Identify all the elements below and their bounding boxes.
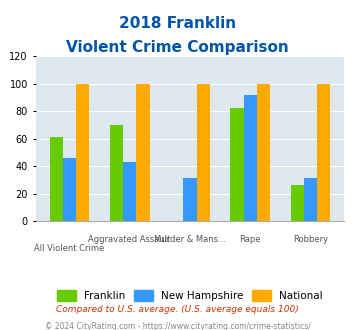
Bar [230, 108, 244, 221]
Bar [183, 179, 197, 221]
Text: Robbery: Robbery [293, 235, 328, 244]
Text: © 2024 CityRating.com - https://www.cityrating.com/crime-statistics/: © 2024 CityRating.com - https://www.city… [45, 322, 310, 330]
Bar [197, 83, 210, 221]
Text: 2018 Franklin: 2018 Franklin [119, 16, 236, 31]
Text: Violent Crime Comparison: Violent Crime Comparison [66, 40, 289, 54]
Text: Compared to U.S. average. (U.S. average equals 100): Compared to U.S. average. (U.S. average … [56, 305, 299, 314]
Bar [304, 179, 317, 221]
Bar [290, 185, 304, 221]
Bar [317, 83, 330, 221]
Bar [136, 83, 149, 221]
Legend: Franklin, New Hampshire, National: Franklin, New Hampshire, National [53, 286, 327, 305]
Bar [123, 162, 136, 221]
Bar [257, 83, 270, 221]
Text: Aggravated Assault: Aggravated Assault [88, 235, 171, 244]
Bar [50, 137, 63, 221]
Text: Murder & Mans...: Murder & Mans... [154, 235, 226, 244]
Bar [63, 158, 76, 221]
Text: Rape: Rape [239, 235, 261, 244]
Bar [110, 125, 123, 221]
Text: All Violent Crime: All Violent Crime [34, 245, 104, 253]
Bar [76, 83, 89, 221]
Bar [244, 95, 257, 221]
